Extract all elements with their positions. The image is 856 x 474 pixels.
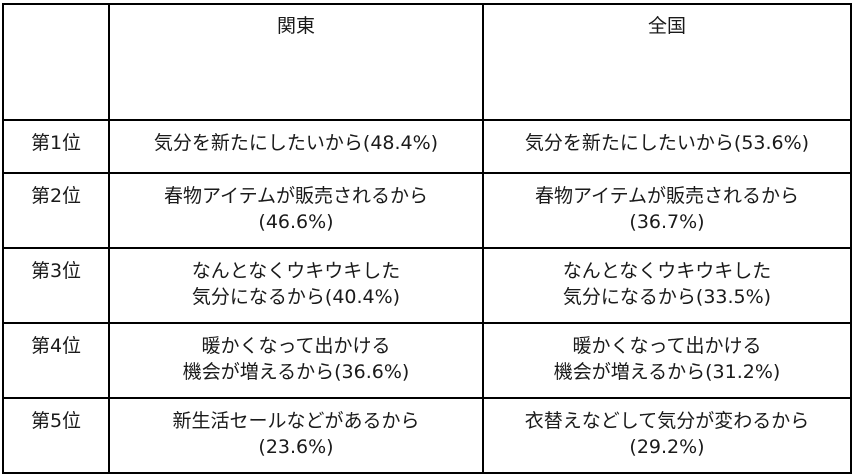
kanto-cell: 春物アイテムが販売されるから (46.6%) [108, 172, 484, 249]
table-row: 第4位 暖かくなって出かける 機会が増えるから(36.6%) 暖かくなって出かけ… [2, 322, 852, 399]
kanto-cell: なんとなくウキウキした 気分になるから(40.4%) [108, 247, 484, 324]
table-row: 第3位 なんとなくウキウキした 気分になるから(40.4%) なんとなくウキウキ… [2, 247, 852, 324]
cell-text: なんとなくウキウキした [191, 260, 401, 282]
cell-text: 機会が増えるから(36.6%) [182, 361, 410, 383]
table-row: 第2位 春物アイテムが販売されるから (46.6%) 春物アイテムが販売されるか… [2, 172, 852, 249]
rank-cell: 第4位 [2, 322, 110, 399]
cell-text: 春物アイテムが販売されるから [163, 185, 429, 207]
cell-text: 気分になるから(33.5%) [562, 286, 772, 308]
kanto-cell: 暖かくなって出かける 機会が増えるから(36.6%) [108, 322, 484, 399]
cell-text: 暖かくなって出かける [201, 335, 391, 357]
cell-text: (23.6%) [258, 436, 334, 458]
header-row: 関東 全国 [2, 3, 852, 121]
cell-text: 暖かくなって出かける [572, 335, 762, 357]
cell-text: 気分を新たにしたいから(48.4%) [153, 132, 439, 154]
corner-cell [2, 3, 110, 121]
cell-text: なんとなくウキウキした [562, 260, 772, 282]
kanto-cell: 気分を新たにしたいから(48.4%) [108, 119, 484, 174]
national-cell: 暖かくなって出かける 機会が増えるから(31.2%) [482, 322, 852, 399]
cell-text: 機会が増えるから(31.2%) [553, 361, 781, 383]
national-cell: なんとなくウキウキした 気分になるから(33.5%) [482, 247, 852, 324]
rank-cell: 第5位 [2, 397, 110, 474]
column-header-kanto: 関東 [108, 3, 484, 121]
cell-text: (29.2%) [629, 436, 705, 458]
cell-text: (46.6%) [258, 211, 334, 233]
ranking-table: 関東 全国 第1位 気分を新たにしたいから(48.4%) 気分を新たにしたいから… [2, 3, 852, 474]
cell-text: 衣替えなどして気分が変わるから [524, 410, 810, 432]
cell-text: 春物アイテムが販売されるから [534, 185, 800, 207]
cell-text: 新生活セールなどがあるから [172, 410, 420, 432]
national-cell: 気分を新たにしたいから(53.6%) [482, 119, 852, 174]
table-row: 第1位 気分を新たにしたいから(48.4%) 気分を新たにしたいから(53.6%… [2, 119, 852, 174]
cell-text: 気分を新たにしたいから(53.6%) [524, 132, 810, 154]
rank-cell: 第2位 [2, 172, 110, 249]
rank-cell: 第1位 [2, 119, 110, 174]
national-cell: 春物アイテムが販売されるから (36.7%) [482, 172, 852, 249]
national-cell: 衣替えなどして気分が変わるから (29.2%) [482, 397, 852, 474]
cell-text: (36.7%) [629, 211, 705, 233]
table-row: 第5位 新生活セールなどがあるから (23.6%) 衣替えなどして気分が変わるか… [2, 397, 852, 474]
column-header-national: 全国 [482, 3, 852, 121]
cell-text: 気分になるから(40.4%) [191, 286, 401, 308]
kanto-cell: 新生活セールなどがあるから (23.6%) [108, 397, 484, 474]
rank-cell: 第3位 [2, 247, 110, 324]
